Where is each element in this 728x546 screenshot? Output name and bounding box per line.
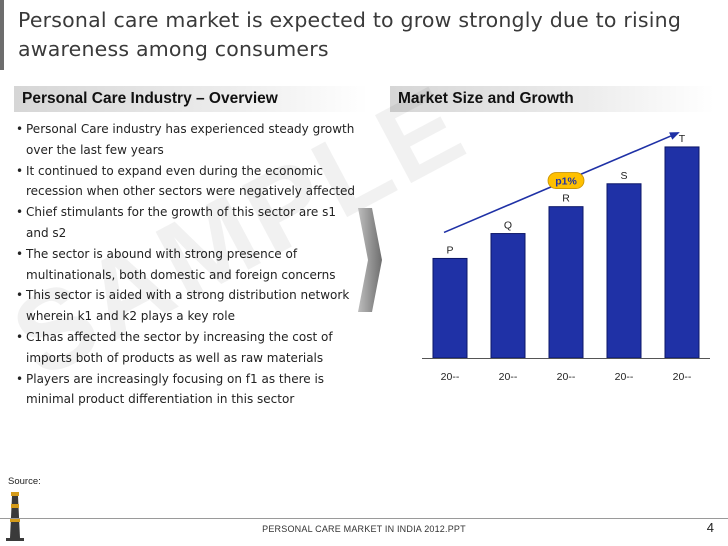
category-label: 20-- bbox=[615, 371, 634, 383]
source-label: Source: bbox=[8, 476, 41, 487]
data-label: R bbox=[562, 193, 570, 205]
category-label: 20-- bbox=[557, 371, 576, 383]
bullet-item: Players are increasingly focusing on f1 … bbox=[16, 369, 358, 411]
bar-s bbox=[606, 183, 642, 359]
overview-bullet-list: Personal Care industry has experienced s… bbox=[16, 119, 358, 411]
data-label: T bbox=[679, 133, 686, 145]
category-label: 20-- bbox=[673, 371, 692, 383]
data-label: P bbox=[446, 244, 453, 256]
growth-badge: p1% bbox=[547, 172, 585, 189]
bar-r bbox=[548, 206, 584, 359]
chevron-arrow-icon bbox=[358, 208, 382, 312]
overview-heading: Personal Care Industry – Overview bbox=[14, 86, 368, 112]
footer-divider bbox=[0, 518, 728, 519]
slide-title: Personal care market is expected to grow… bbox=[18, 8, 682, 61]
data-label: S bbox=[620, 170, 627, 182]
bullet-item: It continued to expand even during the e… bbox=[16, 161, 358, 203]
data-label: Q bbox=[504, 220, 512, 232]
title-accent-bar bbox=[0, 0, 4, 70]
footer-title: PERSONAL CARE MARKET IN INDIA 2012.PPT bbox=[262, 524, 466, 534]
lighthouse-logo-icon bbox=[6, 492, 24, 541]
bullet-item: C1has affected the sector by increasing … bbox=[16, 327, 358, 369]
bar-p bbox=[432, 257, 468, 359]
bullet-item: This sector is aided with a strong distr… bbox=[16, 285, 358, 327]
page-number: 4 bbox=[706, 520, 714, 535]
bullet-item: The sector is abound with strong presenc… bbox=[16, 244, 358, 286]
bullet-item: Chief stimulants for the growth of this … bbox=[16, 202, 358, 244]
category-label: 20-- bbox=[499, 371, 518, 383]
market-size-heading: Market Size and Growth bbox=[390, 86, 714, 112]
bar-t bbox=[664, 146, 700, 359]
market-size-chart: P 20-- Q 20-- R 20-- S 20-- T 20-- p1% bbox=[422, 132, 710, 383]
bar-q bbox=[490, 233, 526, 359]
bullet-item: Personal Care industry has experienced s… bbox=[16, 119, 358, 161]
category-label: 20-- bbox=[441, 371, 460, 383]
growth-rate-label: p1% bbox=[555, 176, 577, 188]
